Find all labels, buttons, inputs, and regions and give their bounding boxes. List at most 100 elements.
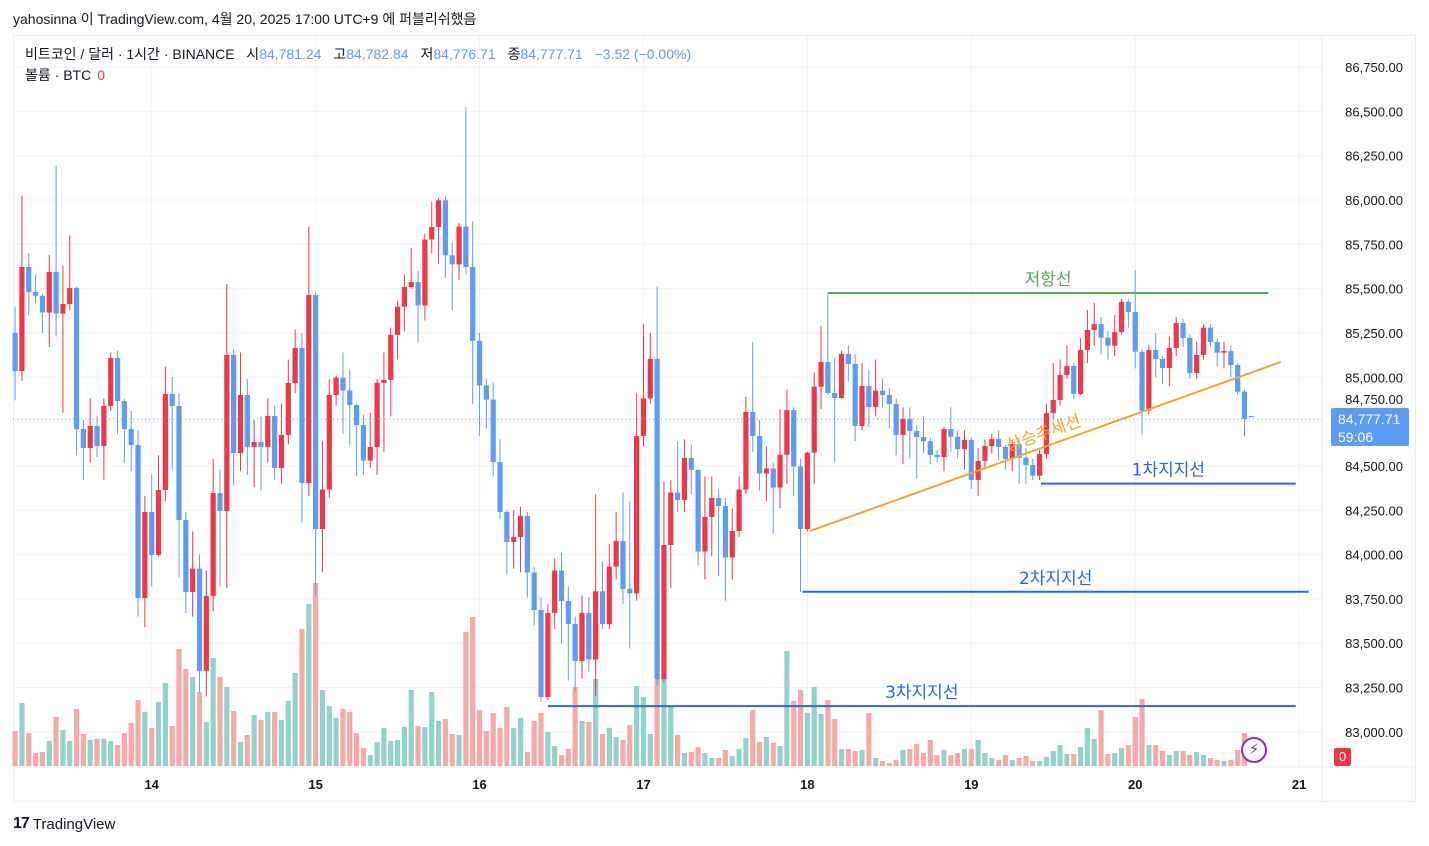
volume-bar	[408, 690, 414, 766]
volume-bar	[996, 760, 1002, 766]
candle-body	[784, 410, 790, 455]
chart-legend: 비트코인 / 달러 · 1시간 · BINANCE 시84,781.24 고84…	[25, 44, 699, 86]
volume-bar	[67, 741, 73, 766]
volume-bar	[285, 701, 291, 766]
candle-body	[278, 434, 285, 469]
volume-bar	[1159, 751, 1166, 766]
change-value: −3.52 (−0.00%)	[594, 46, 692, 62]
volume-bar	[599, 734, 606, 766]
volume-label[interactable]: 볼륨 · BTC	[25, 67, 92, 83]
volume-bar	[39, 752, 46, 766]
drawing-label: 1차지지선	[1132, 461, 1205, 481]
volume-bar	[1228, 760, 1234, 766]
candle-body	[251, 441, 257, 447]
candle-body	[545, 612, 551, 697]
candle-body	[511, 537, 517, 542]
price-tick-label: 83,750.00	[1345, 592, 1403, 607]
volume-bar	[1084, 728, 1091, 766]
volume-bar	[278, 720, 285, 766]
volume-bar	[736, 749, 742, 766]
candle-body	[538, 610, 544, 697]
candle-body	[552, 570, 558, 613]
volume-bar	[108, 741, 114, 766]
candle-body	[1030, 465, 1036, 476]
time-tick-label: 21	[1292, 777, 1306, 792]
volume-bar	[32, 753, 39, 766]
candle-body	[265, 415, 271, 447]
lightning-bolt-icon[interactable]: ⚡︎	[1241, 737, 1267, 763]
volume-bar	[135, 700, 141, 766]
candle-body	[32, 291, 39, 296]
candle-body	[825, 362, 831, 394]
candle-body	[135, 445, 141, 599]
ohlc-row: 비트코인 / 달러 · 1시간 · BINANCE 시84,781.24 고84…	[25, 44, 699, 65]
candle-body	[524, 515, 530, 573]
candle-body	[1173, 323, 1179, 349]
candle-body	[1064, 365, 1070, 375]
volume-bar	[1207, 758, 1213, 766]
volume-bar	[873, 758, 879, 766]
candle-body	[101, 405, 107, 447]
volume-bar	[941, 750, 947, 766]
candle-body	[1118, 301, 1125, 333]
candle-body	[313, 295, 319, 530]
candle-body	[1159, 359, 1166, 369]
volume-bar	[251, 715, 257, 766]
volume-bar	[1043, 757, 1050, 766]
open-label: 시	[246, 46, 260, 62]
volume-bar	[101, 739, 107, 766]
volume-bar	[1105, 754, 1111, 766]
candle-body	[955, 436, 961, 450]
candle-body	[1077, 349, 1084, 394]
volume-bar	[524, 752, 530, 766]
volume-bar	[374, 742, 380, 766]
candle-body	[1016, 444, 1022, 458]
candle-body	[340, 377, 346, 391]
candle-body	[60, 304, 66, 314]
candle-body	[1146, 349, 1152, 411]
volume-bar	[545, 732, 551, 766]
volume-bar	[989, 758, 995, 766]
low-label: 저	[420, 46, 434, 62]
volume-bar	[217, 677, 223, 766]
volume-bar	[845, 749, 851, 766]
candle-body	[647, 358, 653, 399]
volume-bar	[1118, 748, 1125, 766]
volume-bar	[620, 740, 626, 766]
volume-bar	[613, 737, 619, 766]
volume-bar	[893, 760, 899, 766]
volume-bar	[504, 707, 510, 766]
candle-body	[893, 404, 899, 435]
candle-body	[565, 601, 571, 625]
candle-body	[961, 440, 968, 450]
volume-bar	[1125, 745, 1131, 766]
volume-bar	[715, 758, 722, 766]
volume-bar	[791, 701, 797, 766]
volume-bar	[237, 742, 244, 766]
volume-bar	[497, 728, 503, 766]
time-tick-label: 20	[1128, 777, 1142, 792]
candle-body	[299, 348, 305, 483]
volume-bar	[1091, 739, 1097, 766]
candle-body	[941, 429, 947, 458]
volume-bar	[258, 720, 264, 766]
volume-bar	[367, 755, 373, 766]
candle-body	[750, 412, 756, 436]
symbol-title[interactable]: 비트코인 / 달러 · 1시간 · BINANCE	[25, 46, 235, 62]
volume-bar	[859, 750, 865, 766]
volume-bar	[1057, 745, 1063, 766]
candle-body	[272, 415, 278, 469]
candle-body	[879, 390, 886, 396]
volume-bar	[476, 710, 483, 766]
candle-body	[319, 489, 326, 530]
volume-bar	[149, 728, 155, 766]
candle-body	[1207, 327, 1213, 342]
volume-bar	[1146, 745, 1152, 766]
candle-body	[1221, 351, 1227, 353]
candle-body	[1166, 348, 1172, 369]
volume-bar	[955, 753, 961, 766]
volume-bar	[640, 697, 647, 766]
candle-body	[1091, 324, 1097, 330]
candle-body	[1098, 324, 1104, 338]
